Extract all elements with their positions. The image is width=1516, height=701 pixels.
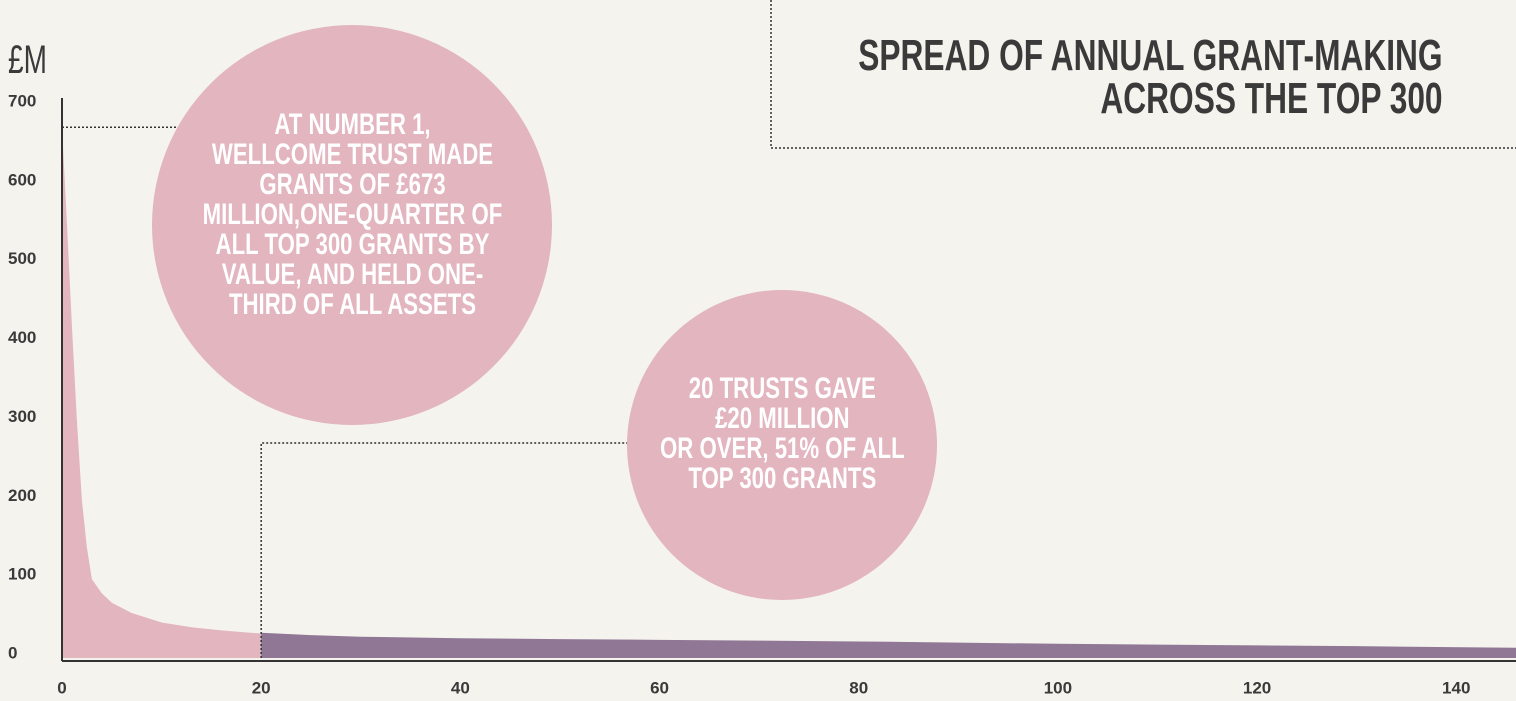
area: [261, 632, 1516, 658]
x-tick-label: 60: [650, 678, 669, 697]
x-tick-label: 100: [1044, 678, 1072, 697]
y-tick-label: 200: [8, 486, 36, 505]
annotation-text: 20 TRUSTS GAVE £20 MILLION OR OVER, 51% OF…: [660, 374, 905, 494]
annotation-line: AT NUMBER 1,: [273, 108, 431, 141]
y-tick-label: 400: [8, 328, 36, 347]
y-tick-label: 300: [8, 407, 36, 426]
x-tick-label: 20: [252, 678, 271, 697]
chart-title: SPREAD OF ANNUAL GRANT-MAKING ACROSS THE…: [858, 31, 1443, 124]
x-tick-label: 140: [1442, 678, 1470, 697]
title-line: ACROSS THE TOP 300: [1100, 74, 1443, 124]
x-tick-label: 40: [451, 678, 470, 697]
annotation-line: GRANTS OF £673: [258, 168, 446, 201]
y-tick-label: 600: [8, 170, 36, 189]
title-line: SPREAD OF ANNUAL GRANT-MAKING: [858, 31, 1443, 80]
annotation-line: OR OVER, 51% OF ALL: [659, 432, 905, 465]
annotation-circle: AT NUMBER 1, WELLCOME TRUST MADE GRANTS OF…: [152, 25, 552, 425]
annotation-line: TOP 300 GRANTS: [688, 462, 876, 495]
area: [62, 127, 262, 658]
y-tick-label: 500: [8, 249, 36, 268]
annotation-line: £20 MILLION: [714, 402, 850, 435]
x-tick-label: 0: [57, 678, 66, 697]
annotation-circle: 20 TRUSTS GAVE £20 MILLION OR OVER, 51% OF…: [627, 290, 937, 600]
x-tick-label: 120: [1243, 678, 1271, 697]
annotation-line: ALL TOP 300 GRANTS BY: [215, 228, 489, 261]
annotation-guide: [260, 442, 630, 658]
y-tick-label: 0: [8, 643, 17, 662]
annotation-line: WELLCOME TRUST MADE: [211, 138, 493, 171]
y-tick-label: 700: [8, 91, 36, 110]
annotation-line: MILLION,ONE-QUARTER OF: [202, 198, 502, 231]
y-tick-label: 100: [8, 565, 36, 584]
annotation-line: THIRD OF ALL ASSETS: [228, 288, 476, 321]
annotation-text: AT NUMBER 1, WELLCOME TRUST MADE GRANTS OF…: [202, 110, 502, 320]
y-axis-label: £M: [8, 38, 47, 82]
annotation-line: 20 TRUSTS GAVE: [688, 372, 876, 405]
x-tick-label: 80: [849, 678, 868, 697]
annotation-line: VALUE, AND HELD ONE-: [221, 258, 483, 291]
